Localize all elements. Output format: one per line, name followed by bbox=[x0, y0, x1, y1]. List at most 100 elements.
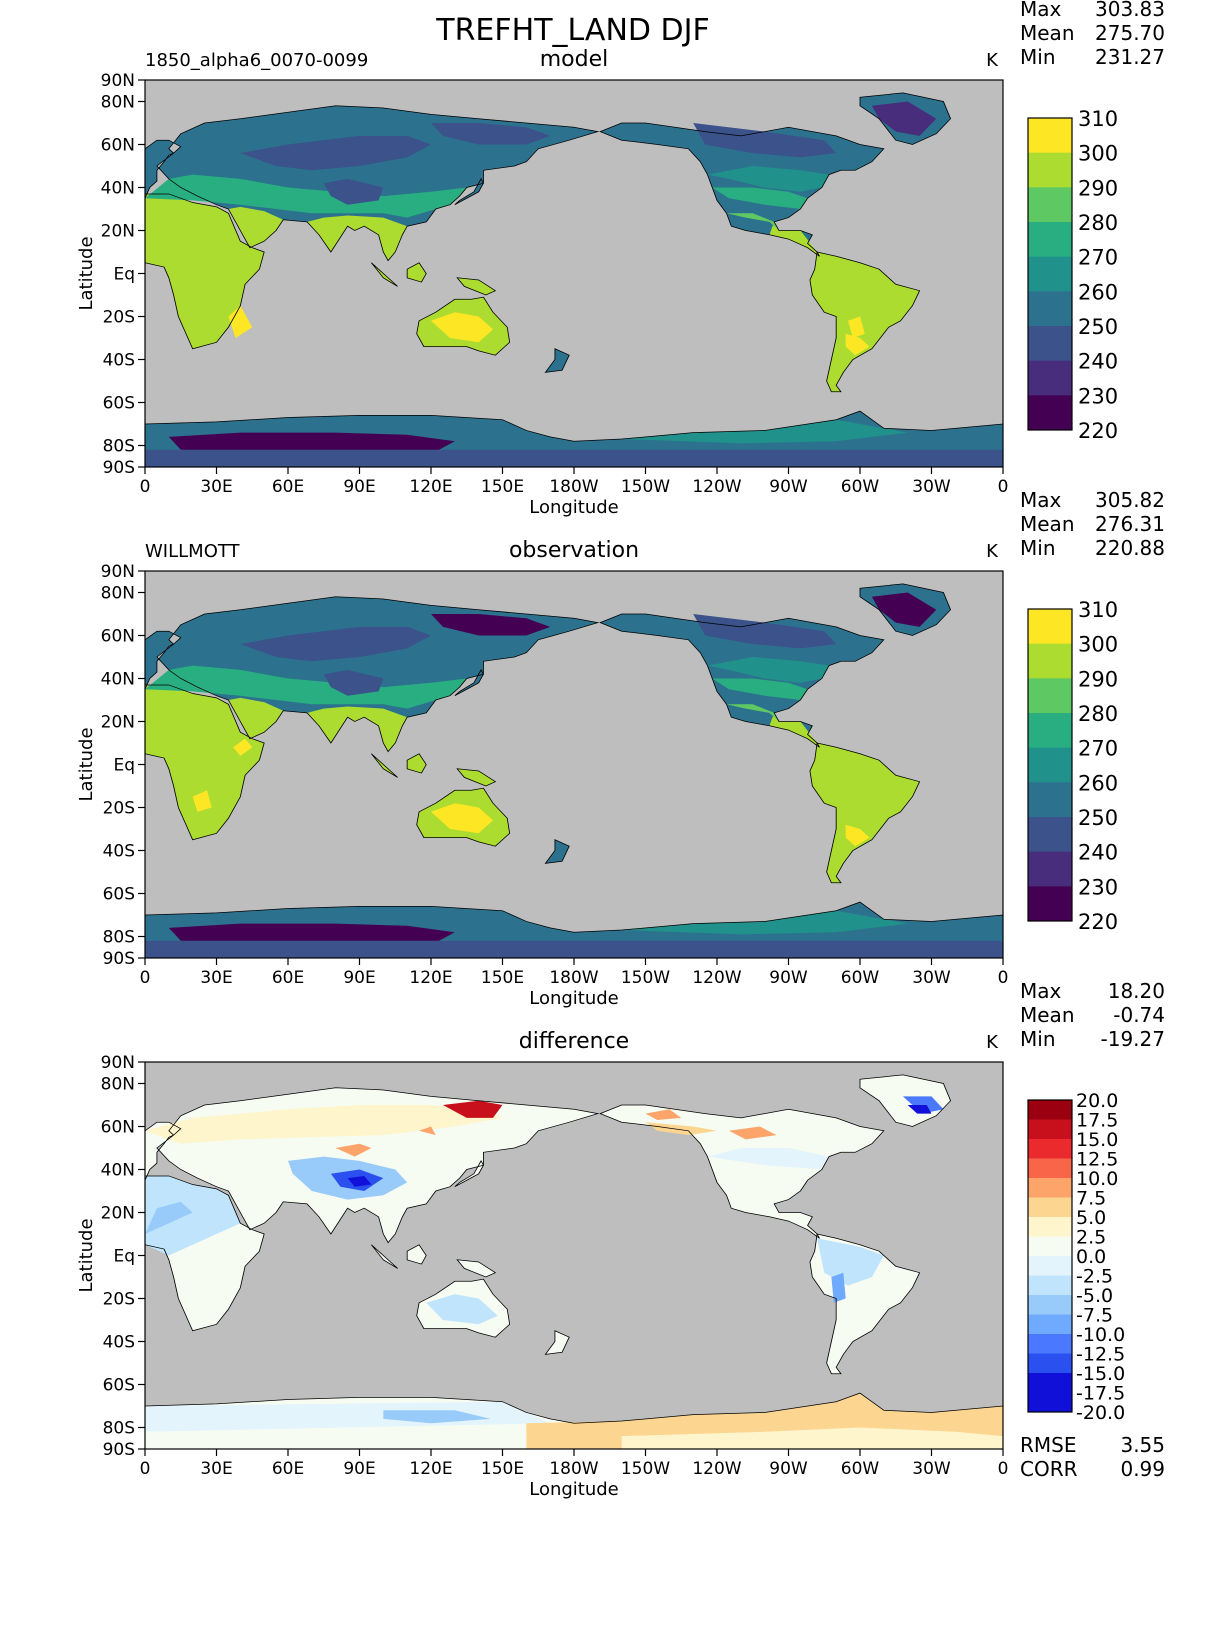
field-band bbox=[817, 1238, 884, 1286]
y-tick-label: 90S bbox=[103, 949, 135, 969]
colorbar-swatch bbox=[1028, 360, 1072, 396]
y-tick-label: 90S bbox=[103, 1440, 135, 1460]
x-tick-label: 30W bbox=[912, 968, 951, 988]
x-tick-label: 0 bbox=[140, 477, 151, 497]
field-band bbox=[145, 1401, 551, 1432]
field-band bbox=[431, 803, 493, 834]
x-tick-label: 120W bbox=[692, 477, 741, 497]
stat-value-mean: 276.31 bbox=[1095, 512, 1165, 536]
x-tick-label: 180W bbox=[549, 1459, 598, 1479]
field-band bbox=[707, 657, 830, 683]
y-tick-label: 40N bbox=[101, 179, 135, 199]
panel-unit: K bbox=[986, 541, 999, 562]
colorbar-label: -20.0 bbox=[1076, 1402, 1125, 1424]
field-band bbox=[442, 1100, 503, 1118]
field-band bbox=[145, 1201, 193, 1234]
stat-label-mean: Mean bbox=[1020, 1003, 1075, 1027]
colorbar-swatch bbox=[1028, 1217, 1072, 1237]
x-tick-label: 150E bbox=[481, 968, 524, 988]
field-band bbox=[145, 665, 467, 709]
colorbar-swatch bbox=[1028, 1158, 1072, 1179]
y-tick-label: 60S bbox=[103, 1376, 135, 1396]
y-tick-label: 60S bbox=[103, 885, 135, 905]
y-tick-label: Eq bbox=[113, 1247, 135, 1267]
colorbar-label: 220 bbox=[1078, 910, 1118, 934]
x-tick-label: 90W bbox=[769, 1459, 808, 1479]
colorbar-swatch bbox=[1028, 395, 1072, 431]
colorbar: 20.017.515.012.510.07.55.02.50.0-2.5-5.0… bbox=[1027, 1090, 1125, 1424]
x-tick-label: 90E bbox=[343, 968, 375, 988]
x-tick-label: 120E bbox=[409, 477, 452, 497]
colorbar-label: 290 bbox=[1078, 667, 1118, 691]
map-area bbox=[144, 1061, 1004, 1450]
x-tick-label: 30E bbox=[200, 1459, 232, 1479]
y-tick-label: 40S bbox=[103, 351, 135, 371]
colorbar-swatch bbox=[1028, 1119, 1072, 1140]
field-band bbox=[240, 135, 431, 171]
y-tick-label: 20N bbox=[101, 1204, 135, 1224]
stat-value-max: 18.20 bbox=[1108, 979, 1165, 1003]
colorbar-swatch bbox=[1028, 609, 1072, 645]
x-tick-label: 90W bbox=[769, 477, 808, 497]
field-band bbox=[145, 449, 1003, 467]
land-field bbox=[145, 1073, 1003, 1449]
stat-label-mean: Mean bbox=[1020, 512, 1075, 536]
field-band bbox=[845, 333, 870, 356]
metric-label-rmse: RMSE bbox=[1020, 1433, 1076, 1457]
y-tick-label: 60N bbox=[101, 136, 135, 156]
colorbar-label: 230 bbox=[1078, 875, 1118, 899]
colorbar: 310 300 290 280 270 260 250 240 230 220 bbox=[1027, 598, 1118, 934]
figure-title: TREFHT_LAND DJF bbox=[435, 13, 709, 48]
x-axis-label: Longitude bbox=[529, 1479, 619, 1500]
stat-label-min: Min bbox=[1020, 1027, 1056, 1051]
panel-case-label: 1850_alpha6_0070-0099 bbox=[145, 50, 368, 71]
stat-label-min: Min bbox=[1020, 536, 1056, 560]
colorbar-label: 10.0 bbox=[1076, 1168, 1118, 1190]
colorbar-swatch bbox=[1028, 1373, 1072, 1393]
land-field bbox=[145, 582, 1003, 958]
panel-case-label: WILLMOTT bbox=[145, 541, 241, 562]
colorbar-frame bbox=[1027, 608, 1073, 922]
field-band bbox=[426, 1294, 498, 1325]
colorbar-label: 280 bbox=[1078, 702, 1118, 726]
field-band bbox=[693, 614, 837, 649]
field-band bbox=[383, 1410, 491, 1424]
stat-value-mean: -0.74 bbox=[1113, 1003, 1165, 1027]
colorbar-label: 5.0 bbox=[1076, 1207, 1106, 1229]
colorbar-label: 270 bbox=[1078, 246, 1118, 270]
x-tick-label: 30W bbox=[912, 1459, 951, 1479]
colorbar-label: 240 bbox=[1078, 350, 1118, 374]
field-band bbox=[707, 166, 830, 192]
x-tick-label: 0 bbox=[998, 477, 1009, 497]
colorbar-frame bbox=[1027, 117, 1073, 431]
x-tick-label: 180W bbox=[549, 477, 598, 497]
field-band bbox=[845, 824, 870, 847]
colorbar-swatch bbox=[1028, 678, 1072, 714]
stat-value-mean: 275.70 bbox=[1095, 21, 1165, 45]
field-band bbox=[726, 213, 779, 231]
x-tick-label: 150E bbox=[481, 1459, 524, 1479]
panel-model: model 1850_alpha6_0070-0099 K Max 303.83 Mean… bbox=[76, 0, 1165, 518]
x-tick-label: 90E bbox=[343, 1459, 375, 1479]
colorbar-label: 12.5 bbox=[1076, 1149, 1118, 1171]
colorbar: 310 300 290 280 270 260 250 240 230 220 bbox=[1027, 107, 1118, 443]
stat-value-max: 303.83 bbox=[1095, 0, 1165, 21]
colorbar-label: 260 bbox=[1078, 771, 1118, 795]
y-tick-label: 40N bbox=[101, 670, 135, 690]
field-band bbox=[621, 910, 908, 935]
panel-difference: difference K Max 18.20 Mean -0.74 Min -19.27 90N… bbox=[76, 979, 1165, 1500]
field-band bbox=[145, 1175, 241, 1256]
colorbar-swatch bbox=[1028, 1178, 1072, 1198]
stat-label-max: Max bbox=[1020, 979, 1062, 1003]
y-tick-label: Eq bbox=[113, 265, 135, 285]
y-tick-label: 60N bbox=[101, 1118, 135, 1138]
x-tick-label: 30E bbox=[200, 477, 232, 497]
y-tick-label: 90N bbox=[101, 1053, 135, 1073]
x-tick-label: 60W bbox=[841, 968, 880, 988]
x-tick-label: 90E bbox=[343, 477, 375, 497]
y-tick-label: 20N bbox=[101, 222, 135, 242]
y-tick-label: 20S bbox=[103, 308, 135, 328]
colorbar-swatch bbox=[1028, 1256, 1072, 1276]
map-area bbox=[144, 79, 1004, 468]
colorbar-label: -5.0 bbox=[1076, 1285, 1113, 1307]
